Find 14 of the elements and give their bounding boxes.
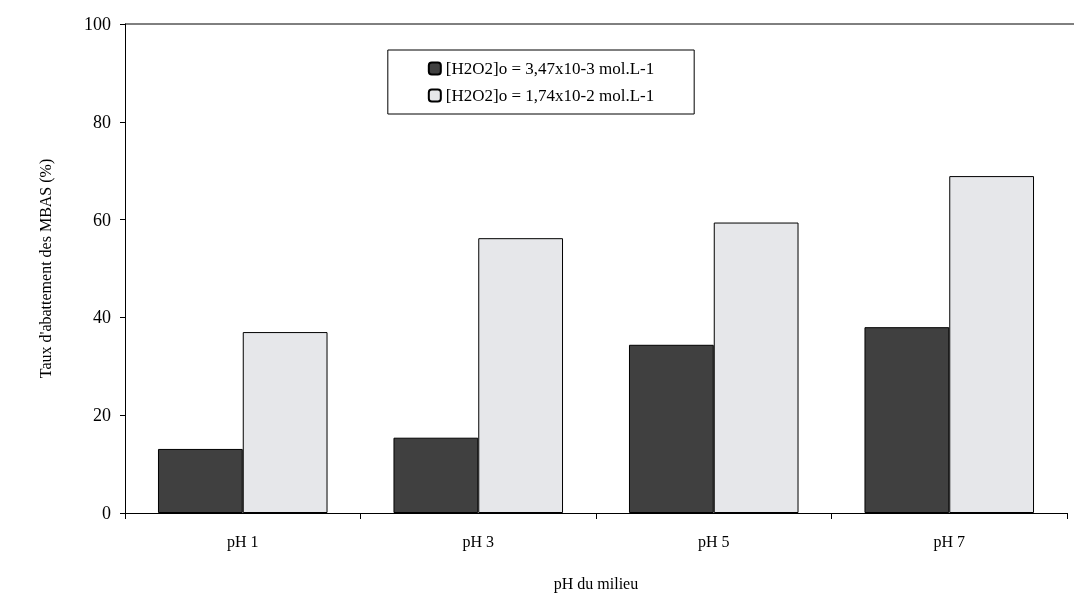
y-tick-label: 20	[93, 405, 111, 426]
y-axis-title: Taux d'abattement des MBAS (%)	[36, 158, 55, 379]
y-tick-label: 80	[93, 111, 111, 132]
x-tick-label: pH 5	[697, 532, 730, 551]
legend-label: [H2O2]o = 1,74x10-2 mol.L-1	[445, 86, 655, 105]
x-axis-title: pH du milieu	[553, 574, 639, 593]
y-tick-label: 40	[93, 307, 111, 328]
y-tick-label: 100	[84, 14, 111, 34]
legend-label: [H2O2]o = 3,47x10-3 mol.L-1	[445, 59, 655, 78]
x-tick-label: pH 7	[933, 532, 966, 551]
y-tick-label: 60	[93, 209, 111, 230]
x-tick-label: pH 1	[226, 532, 259, 551]
y-tick-label: 0	[102, 503, 111, 523]
x-tick-label: pH 3	[462, 532, 495, 551]
